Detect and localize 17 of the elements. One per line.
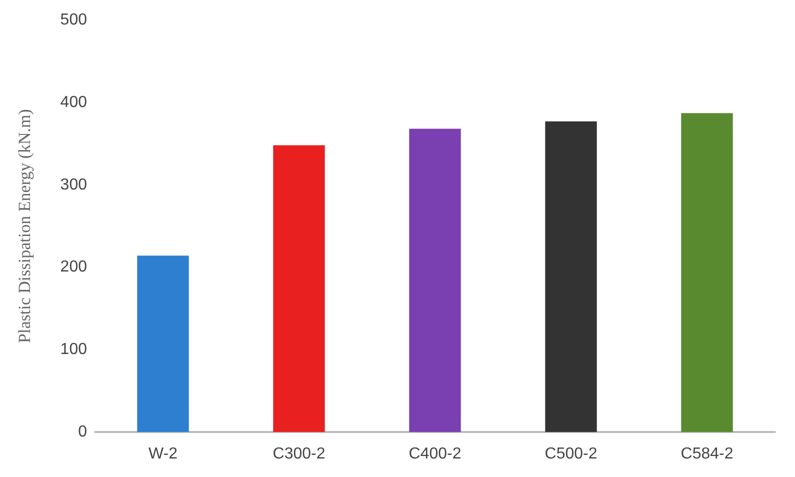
bar <box>545 121 597 432</box>
y-tick-label: 0 <box>78 424 88 440</box>
x-tick-label: W-2 <box>148 446 178 462</box>
x-tick-label: C400-2 <box>408 446 462 462</box>
bar <box>681 113 733 432</box>
x-tick-label: C500-2 <box>544 446 598 462</box>
bar <box>137 256 189 432</box>
y-tick-label: 200 <box>60 258 88 276</box>
x-tick-label: C300-2 <box>272 446 326 462</box>
y-tick-label: 400 <box>60 94 88 111</box>
x-tick-label: C584-2 <box>680 446 734 462</box>
y-axis-title: Plastic Dissipation Energy (kN.m) <box>15 109 34 343</box>
y-tick-label: 300 <box>60 176 88 194</box>
y-tick-label: 100 <box>60 341 88 358</box>
y-tick-label: 500 <box>60 12 88 28</box>
bar <box>273 145 325 432</box>
bar <box>409 128 461 432</box>
